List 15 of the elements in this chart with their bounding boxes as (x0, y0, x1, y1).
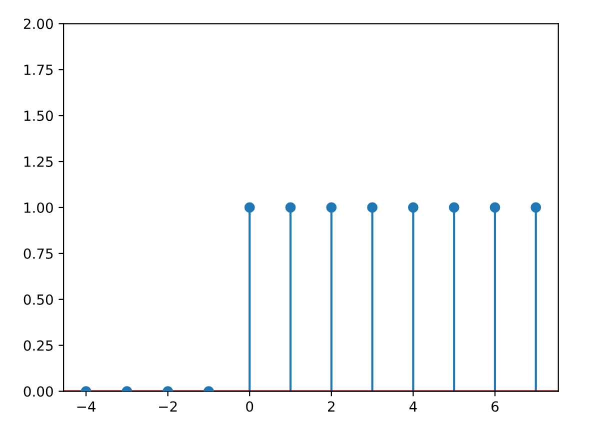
x-tick-label: 6 (492, 401, 499, 412)
y-tick-label: 0.25 (24, 340, 53, 351)
y-tick-label: 0.75 (24, 248, 53, 259)
y-tick-label: 0.50 (24, 294, 53, 305)
y-tick-label: 0.00 (24, 386, 53, 397)
x-tick-label: 2 (328, 401, 334, 412)
x-tick-label: 0 (246, 401, 254, 412)
y-tick-label: 2.00 (24, 18, 53, 30)
x-tick-label: −2 (159, 401, 177, 412)
y-tick-label: 1.50 (24, 110, 53, 122)
y-tick-label: 1.75 (24, 64, 53, 76)
x-tick-label: 4 (409, 401, 417, 412)
y-tick-label: 1.00 (24, 202, 53, 213)
x-tick-label: −4 (77, 401, 96, 412)
y-tick-label: 1.25 (24, 156, 53, 167)
